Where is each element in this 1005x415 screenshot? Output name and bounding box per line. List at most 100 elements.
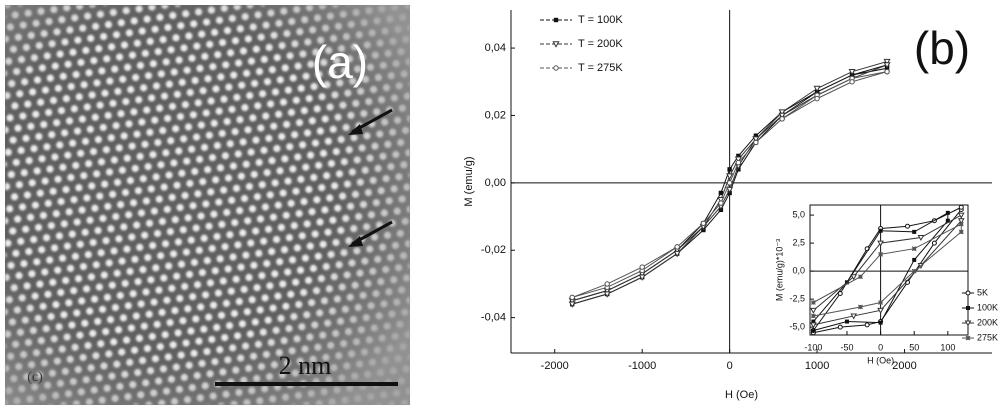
series-line: [813, 223, 962, 317]
marker: [814, 95, 820, 102]
marker: [966, 306, 970, 310]
marker: [878, 228, 883, 233]
legend-label: T = 100K: [578, 14, 623, 26]
marker: [958, 204, 964, 210]
marker: [604, 281, 610, 287]
y-tick-label: 0,0: [792, 265, 805, 275]
marker: [957, 212, 965, 219]
legend-label: T = 200K: [578, 38, 623, 50]
marker: [810, 300, 816, 305]
marker: [917, 235, 925, 242]
marker: [837, 324, 843, 330]
x-axis-title: H (Oe): [725, 389, 758, 401]
x-tick-label: -50: [840, 342, 853, 352]
y-tick-label: 0,02: [485, 109, 506, 121]
y-tick-label: 0,00: [485, 177, 506, 189]
marker: [674, 244, 680, 250]
marker: [553, 17, 559, 23]
panel-label: (a): [312, 36, 368, 88]
corner-label: (c): [27, 370, 43, 385]
y-tick-label: -5,0: [789, 322, 805, 332]
marker: [727, 167, 732, 172]
y-tick-label: 2,5: [792, 237, 805, 247]
marker: [911, 268, 917, 274]
marker: [957, 218, 965, 225]
marker: [752, 136, 760, 143]
marker: [811, 319, 816, 324]
x-tick-label: 1000: [805, 360, 829, 372]
x-tick-label: 0: [878, 342, 883, 352]
series-line: [812, 211, 949, 332]
marker: [883, 62, 891, 69]
y-tick-label: 5,0: [792, 209, 805, 219]
marker: [884, 68, 890, 75]
x-tick-label: -2000: [541, 360, 569, 372]
marker: [878, 300, 884, 305]
marker: [700, 220, 707, 226]
marker: [568, 301, 576, 308]
marker: [878, 251, 884, 257]
marker: [849, 79, 855, 85]
marker: [858, 274, 863, 280]
marker: [753, 133, 759, 138]
tem-image: (a) 2 nm (c): [5, 5, 410, 405]
legend-label: T = 275K: [578, 62, 623, 74]
marker: [673, 250, 681, 258]
x-tick-label: 100: [940, 342, 955, 352]
marker: [569, 294, 575, 301]
legend-label: 275K: [977, 332, 998, 342]
marker: [718, 200, 724, 206]
y-tick-label: -0,02: [481, 244, 506, 256]
marker: [844, 319, 849, 324]
marker: [945, 210, 950, 215]
x-tick-label: 2000: [892, 360, 916, 372]
marker: [718, 190, 724, 196]
marker: [553, 65, 559, 71]
marker: [734, 156, 742, 163]
marker: [878, 320, 883, 325]
y-axis-title: M (emu/g): [463, 156, 475, 206]
marker: [964, 320, 972, 327]
y-tick-label: -0,04: [481, 312, 506, 324]
marker: [779, 116, 785, 122]
marker: [904, 223, 910, 229]
marker: [911, 246, 917, 252]
x-tick-label: -100: [804, 342, 822, 352]
marker: [945, 218, 950, 223]
marker: [848, 68, 856, 76]
y-tick-label: 0,04: [485, 42, 506, 54]
marker: [837, 291, 843, 297]
marker: [877, 307, 884, 314]
legend-label: 200K: [977, 317, 998, 327]
marker: [877, 240, 884, 247]
marker: [778, 112, 786, 120]
marker: [912, 229, 917, 234]
inset-box: [809, 204, 969, 336]
marker: [810, 322, 817, 329]
marker: [726, 173, 734, 180]
x-tick-label: 50: [909, 342, 919, 352]
marker: [810, 307, 817, 314]
marker: [965, 290, 971, 296]
marker: [638, 274, 646, 281]
legend-label: 5K: [977, 287, 988, 297]
scale-bar-label: 2 nm: [279, 351, 332, 380]
legend-label: 100K: [977, 302, 998, 312]
x-tick-label: -1000: [628, 360, 656, 372]
marker: [958, 229, 964, 235]
marker: [912, 257, 917, 262]
marker: [735, 159, 742, 166]
marker: [603, 291, 611, 298]
marker: [726, 186, 734, 194]
x-tick-label: 0: [727, 360, 733, 372]
marker: [858, 304, 863, 310]
x-axis-title: H (Oe): [867, 355, 894, 365]
y-axis-title: M (emu/g)*10⁻³: [774, 239, 784, 301]
marker: [753, 139, 759, 146]
marker: [850, 274, 858, 281]
marker: [811, 328, 816, 333]
marker: [726, 180, 733, 186]
marker: [736, 153, 741, 159]
marker: [813, 85, 821, 93]
